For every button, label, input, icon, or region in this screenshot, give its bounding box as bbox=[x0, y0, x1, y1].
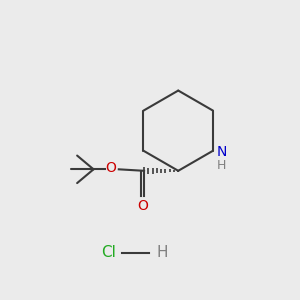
Text: N: N bbox=[217, 145, 227, 159]
Text: O: O bbox=[137, 199, 148, 213]
Text: H: H bbox=[217, 159, 226, 172]
Text: Cl: Cl bbox=[101, 245, 116, 260]
Text: O: O bbox=[105, 161, 116, 176]
Text: H: H bbox=[156, 245, 168, 260]
